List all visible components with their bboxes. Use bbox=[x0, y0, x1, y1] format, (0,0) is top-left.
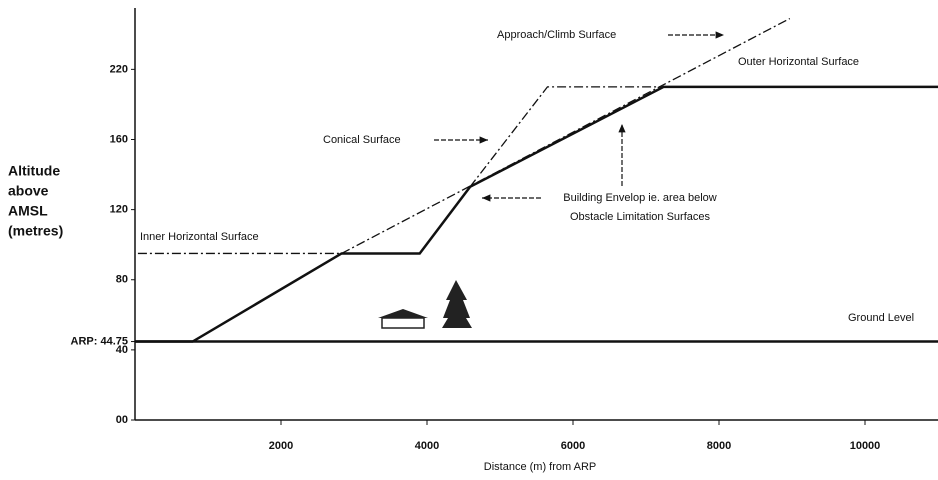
x-axis-label: Distance (m) from ARP bbox=[484, 461, 596, 473]
annotation: Inner Horizontal Surface bbox=[140, 231, 259, 243]
annotation: Conical Surface bbox=[323, 134, 401, 146]
y-tick-label: 160 bbox=[110, 133, 128, 145]
y-label-line: AMSL bbox=[8, 203, 48, 219]
annotation: Approach/Climb Surface bbox=[497, 29, 616, 41]
y-axis-label: Altitude above AMSL (metres) bbox=[8, 163, 63, 239]
y-label-line: above bbox=[8, 183, 49, 199]
annotation: Ground Level bbox=[848, 312, 914, 324]
y-tick-label: 120 bbox=[110, 204, 128, 216]
y-tick-label: ARP: 44.75 bbox=[71, 335, 128, 347]
annotation: Outer Horizontal Surface bbox=[738, 56, 859, 68]
y-label-line: Altitude bbox=[8, 163, 60, 179]
x-tick-label: 8000 bbox=[707, 440, 731, 452]
x-tick-label: 10000 bbox=[850, 440, 881, 452]
chart: Altitude above AMSL (metres) Distance (m… bbox=[0, 0, 938, 480]
y-tick-label: 00 bbox=[116, 414, 128, 426]
y-tick-label: 220 bbox=[110, 63, 128, 75]
x-tick-label: 2000 bbox=[269, 440, 293, 452]
x-tick-label: 6000 bbox=[561, 440, 585, 452]
annotation: Obstacle Limitation Surfaces bbox=[570, 211, 711, 223]
tree-icon bbox=[442, 280, 472, 328]
dash-dot-line bbox=[342, 19, 790, 254]
house-icon bbox=[378, 309, 428, 328]
y-label-line: (metres) bbox=[8, 223, 63, 239]
annotation: Building Envelop ie. area below bbox=[563, 192, 717, 204]
y-tick-label: 80 bbox=[116, 274, 128, 286]
surface-line bbox=[135, 87, 938, 342]
x-tick-label: 4000 bbox=[415, 440, 439, 452]
